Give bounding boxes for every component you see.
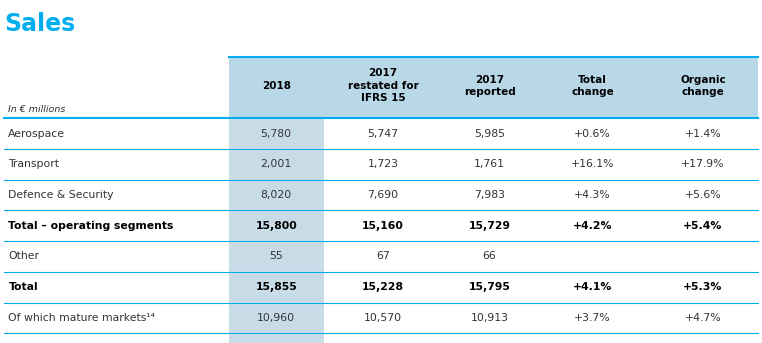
Bar (229, 180, 324, 210)
Bar (229, 210, 324, 241)
Text: Total: Total (8, 282, 38, 292)
Text: 2,001: 2,001 (261, 159, 292, 169)
Text: 66: 66 (482, 251, 497, 261)
Text: +5.3%: +5.3% (684, 282, 722, 292)
Bar (229, 241, 324, 272)
Text: Total
change: Total change (571, 74, 614, 97)
Text: 15,855: 15,855 (255, 282, 297, 292)
Text: +3.7%: +3.7% (574, 313, 611, 323)
Text: +1.4%: +1.4% (684, 129, 722, 139)
Text: Aerospace: Aerospace (8, 129, 66, 139)
Text: 67: 67 (376, 251, 390, 261)
Text: 15,228: 15,228 (362, 282, 404, 292)
Text: 10,913: 10,913 (471, 313, 508, 323)
Bar (229, 149, 324, 180)
Text: Organic
change: Organic change (680, 74, 726, 97)
Text: Total – operating segments: Total – operating segments (8, 221, 174, 231)
Text: In € millions: In € millions (8, 105, 66, 114)
Text: Of which mature markets¹⁴: Of which mature markets¹⁴ (8, 313, 155, 323)
Text: 2017
reported: 2017 reported (464, 74, 515, 97)
Bar (229, 118, 324, 149)
Bar (229, 303, 324, 333)
Text: 15,160: 15,160 (362, 221, 404, 231)
Text: +16.1%: +16.1% (571, 159, 614, 169)
Text: 2018: 2018 (261, 81, 291, 91)
Text: 5,780: 5,780 (261, 129, 292, 139)
Text: +4.7%: +4.7% (684, 313, 722, 323)
Text: +4.1%: +4.1% (573, 282, 612, 292)
Text: Other: Other (8, 251, 40, 261)
Text: 1,723: 1,723 (367, 159, 399, 169)
Text: 2017
restated for
IFRS 15: 2017 restated for IFRS 15 (347, 68, 418, 103)
Text: +4.3%: +4.3% (574, 190, 611, 200)
Bar (229, 272, 324, 303)
Text: 7,983: 7,983 (474, 190, 505, 200)
Text: 55: 55 (269, 251, 283, 261)
Text: Sales: Sales (4, 12, 75, 36)
Text: 1,761: 1,761 (474, 159, 505, 169)
Text: 5,985: 5,985 (474, 129, 505, 139)
Text: +5.6%: +5.6% (684, 190, 722, 200)
Text: +0.6%: +0.6% (574, 129, 611, 139)
Text: 15,795: 15,795 (469, 282, 511, 292)
Text: +4.2%: +4.2% (573, 221, 612, 231)
Text: 15,729: 15,729 (469, 221, 511, 231)
Text: 7,690: 7,690 (367, 190, 399, 200)
Text: 5,747: 5,747 (367, 129, 399, 139)
Bar (229, 57, 758, 118)
Text: 10,960: 10,960 (257, 313, 296, 323)
Text: Defence & Security: Defence & Security (8, 190, 114, 200)
Text: 15,800: 15,800 (255, 221, 297, 231)
Text: +5.4%: +5.4% (684, 221, 722, 231)
Text: 10,570: 10,570 (363, 313, 402, 323)
Bar (229, 333, 324, 343)
Text: Transport: Transport (8, 159, 59, 169)
Text: +17.9%: +17.9% (681, 159, 725, 169)
Text: 8,020: 8,020 (261, 190, 292, 200)
